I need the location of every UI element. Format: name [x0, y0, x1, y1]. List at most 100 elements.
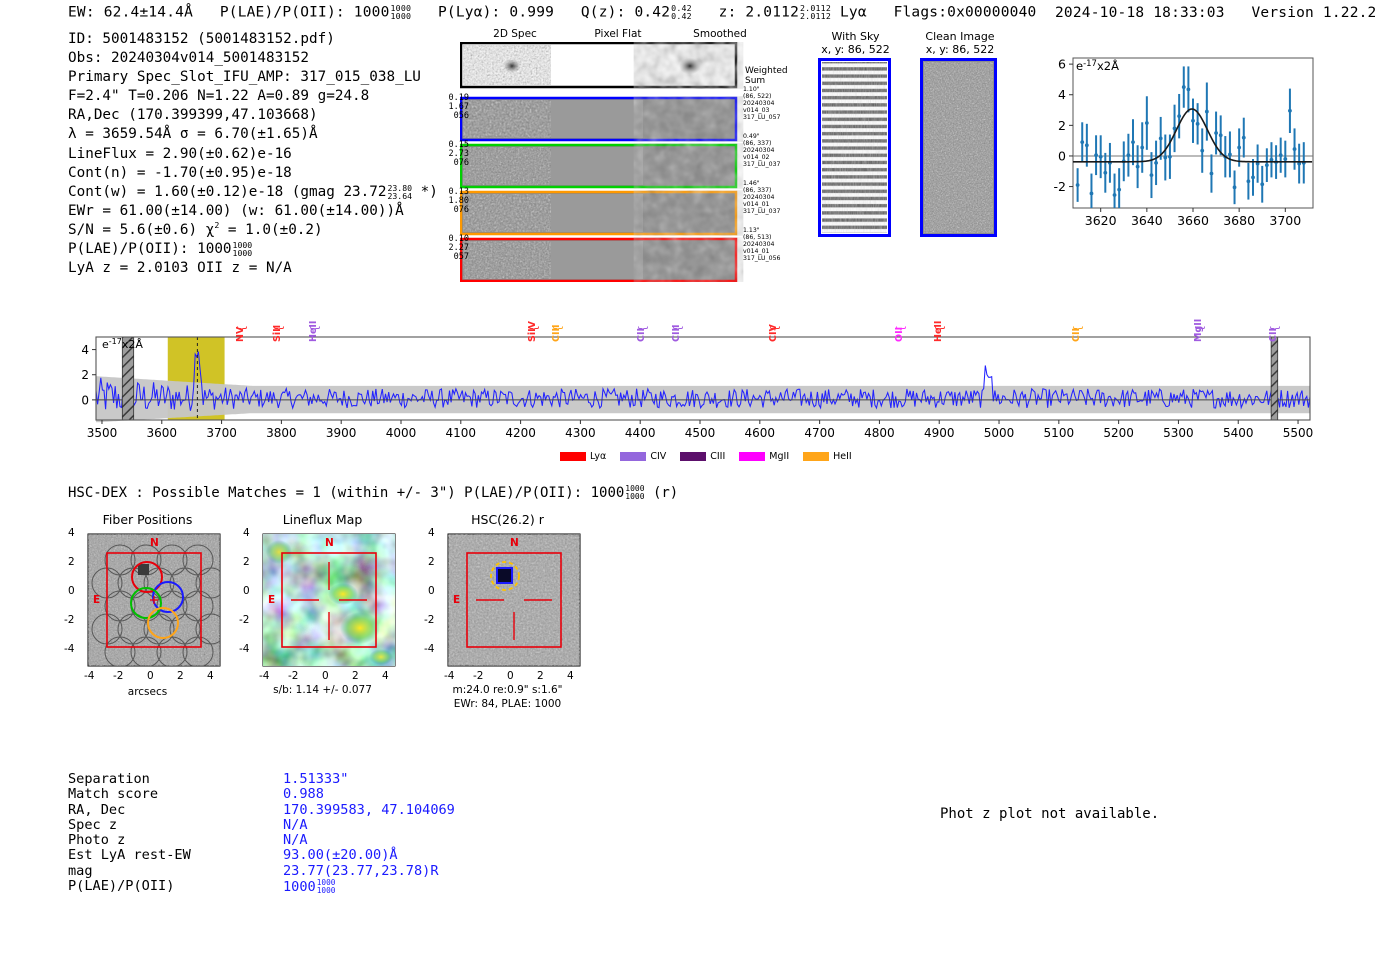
lf-xtick-4: 4: [382, 670, 389, 682]
svg-text:2: 2: [81, 368, 89, 382]
header-z-line: Lyα: [839, 4, 867, 21]
svg-text:2: 2: [1058, 118, 1066, 133]
match-key-6: mag: [68, 862, 93, 879]
match-value-4: N/A: [283, 832, 308, 849]
header-timestamp-block: 2024-10-18 18:33:03 Version 1.22.2: [1055, 5, 1377, 21]
spectrum-line-bracket-10: {: [1070, 325, 1084, 332]
svg-text:3700: 3700: [1269, 213, 1301, 228]
hscdex-text-pre: HSC-DEX : Possible Matches = 1 (within +…: [68, 485, 625, 501]
fiber-stats-4: 0.10 2.27 057: [448, 234, 469, 263]
detection-info-block: ID: 5001483152 (5001483152.pdf) Obs: 202…: [68, 30, 438, 278]
fiber-meta-1: 1.10" (86, 522) 20240304 v014_03 317_LU_057: [743, 86, 781, 122]
svg-text:3500: 3500: [87, 426, 118, 440]
info-id: ID: 5001483152 (5001483152.pdf): [68, 31, 335, 47]
with-sky-panel: With Sky x, y: 86, 522: [818, 30, 893, 238]
svg-text:4300: 4300: [565, 426, 596, 440]
match-value-2: 170.399583, 47.104069: [283, 801, 455, 818]
with-sky-image: [818, 58, 891, 237]
table-row: RA, Dec 170.399583, 47.104069: [68, 801, 455, 818]
table-row: Est LyA rest-EW 93.00(±20.00)Å: [68, 847, 455, 864]
svg-text:3700: 3700: [206, 426, 237, 440]
hsc-r-panel: HSC(26.2) r N E 4 2 0 -2 -4 -4 -2 0 2 4 …: [420, 512, 595, 727]
match-value-7: 1000 1000 1000: [283, 878, 336, 895]
emission-line-fit-chart: 3620 3640 3660 3680 3700 -2 0 2 4 6 e-17x2Å: [1035, 40, 1320, 255]
hr-xtick-m2: -2: [473, 670, 484, 682]
svg-text:3900: 3900: [326, 426, 357, 440]
legend-label-ciii: CIII: [710, 451, 726, 462]
svg-text:0: 0: [1058, 148, 1066, 163]
spectrum-line-bracket-2: {: [307, 325, 321, 332]
spectrum-line-bracket-0: {: [234, 325, 248, 332]
info-params: F=2.4" T=0.206 N=1.22 A=0.89 g=24.8: [68, 88, 370, 105]
hr-xtick-m4: -4: [444, 670, 455, 682]
fp-xtick-m4: -4: [84, 670, 95, 682]
info-obs: Obs: 20240304v014_5001483152: [68, 50, 310, 67]
lf-ytick-2: 2: [243, 556, 250, 568]
spectrum-line-bracket-3: {: [527, 325, 541, 332]
match-key-3: Spec z: [68, 816, 118, 833]
svg-text:e-17x2Å: e-17x2Å: [1076, 58, 1119, 73]
svg-text:e-17x2Å: e-17x2Å: [102, 337, 143, 351]
hr-ytick-0: 0: [428, 585, 435, 597]
svg-text:3620: 3620: [1085, 213, 1117, 228]
legend-label-mgii: MgII: [769, 451, 790, 462]
hscdex-plae-range: 1000 1000: [625, 484, 645, 501]
header-version: Version 1.22.2: [1251, 5, 1377, 21]
panel-label-weighted-sum: Weighted Sum: [745, 66, 788, 86]
fiber-meta-3: 1.46" (86, 337) 20240304 v014_01 317_LU_037: [743, 180, 781, 216]
info-gmag-range: 23.80 23.64: [387, 182, 412, 201]
match-value-0: 1.51333": [283, 771, 349, 787]
match-value-3: N/A: [283, 816, 308, 833]
info-cont-w: Cont(w) = 1.60(±0.12)e-18 (gmag 23.72 23.…: [68, 182, 438, 201]
match-key-7: P(LAE)/P(OII): [68, 878, 175, 895]
spectrum-legend: Lyα CIV CIII MgII HeII: [560, 446, 866, 465]
info-lambda-sigma: λ = 3659.54Å σ = 6.70(±1.65)Å: [68, 126, 318, 143]
svg-text:5500: 5500: [1283, 426, 1314, 440]
lf-ytick-4: 4: [243, 527, 250, 539]
svg-text:5300: 5300: [1163, 426, 1194, 440]
table-row: Match score 0.988: [68, 786, 455, 803]
header-timestamp: 2024-10-18 18:33:03: [1055, 5, 1225, 21]
match-table: Separation 1.51333" Match score 0.988 RA, De…: [68, 771, 455, 895]
spec2d-images: [460, 42, 738, 282]
info-plae-range: 1000 1000: [232, 239, 253, 259]
spectrum-line-bracket-9: {: [932, 325, 946, 332]
info-redshifts: LyA z = 2.0103 OII z = N/A: [68, 260, 292, 277]
spectrum-line-bracket-4: {: [551, 325, 565, 332]
svg-text:4000: 4000: [386, 426, 417, 440]
info-primary-spec: Primary Spec_Slot_IFU_AMP: 317_015_038_L…: [68, 69, 421, 86]
panel-title-smoothed: Smoothed: [693, 28, 747, 40]
full-spectrum-chart: 3500 3600 3700 3800 3900 4000 4100 4200 4300 4400…: [60, 300, 1320, 465]
fp-ytick-2: 2: [68, 556, 75, 568]
fp-xtick-2: 2: [177, 670, 184, 682]
spectrum-line-bracket-7: {: [768, 325, 782, 332]
svg-text:4700: 4700: [804, 426, 835, 440]
header-plae-label: P(LAE)/P(OII): 1000: [219, 4, 390, 21]
svg-text:4900: 4900: [924, 426, 955, 440]
lf-xtick-m4: -4: [259, 670, 270, 682]
svg-text:4800: 4800: [864, 426, 895, 440]
svg-text:4: 4: [1058, 87, 1066, 102]
header-flags: Flags:0x00000040: [893, 4, 1037, 21]
svg-text:-2: -2: [1054, 179, 1066, 194]
clean-image-image: [920, 58, 997, 237]
lf-xtick-0: 0: [322, 670, 329, 682]
legend-swatch-lyα: [560, 452, 586, 461]
lf-xtick-2: 2: [352, 670, 359, 682]
header-qz-range: 0.42 0.42: [671, 3, 692, 22]
header-ew: EW: 62.4±14.4Å: [68, 4, 194, 21]
table-row: mag 23.77(23.77,23.78)R: [68, 862, 455, 879]
svg-text:4200: 4200: [505, 426, 536, 440]
match-value-1: 0.988: [283, 786, 324, 803]
fp-ytick-4: 4: [68, 527, 75, 539]
svg-text:5400: 5400: [1223, 426, 1254, 440]
legend-swatch-mgii: [739, 452, 766, 461]
match-plae-range: 1000 1000: [316, 878, 336, 895]
header-z-range: 2.0112 2.0112: [800, 3, 832, 22]
lf-ytick-m4: -4: [239, 643, 250, 655]
match-value-5: 93.00(±20.00)Å: [283, 847, 398, 864]
fiber-positions-panel: Fiber Positions N E 4 2 0 -2 -4 -4: [60, 512, 235, 712]
match-key-2: RA, Dec: [68, 801, 126, 818]
clean-image-panel: Clean Image x, y: 86, 522: [920, 30, 1000, 238]
fp-xtick-m2: -2: [113, 670, 124, 682]
